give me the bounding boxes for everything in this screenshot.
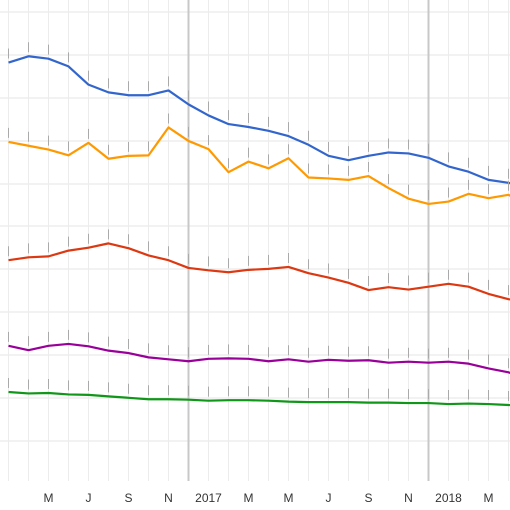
x-tick-label: 2017 (195, 491, 222, 505)
x-tick-label: M (484, 491, 494, 505)
series-line-4 (8, 342, 510, 375)
series-line-3 (8, 242, 510, 301)
x-tick-label: S (364, 491, 372, 505)
x-tick-label: J (326, 491, 332, 505)
x-tick-label: 2018 (435, 491, 462, 505)
x-tick-label: M (44, 491, 54, 505)
series-line-5 (8, 390, 510, 407)
x-tick-label: N (164, 491, 173, 505)
x-tick-label: N (404, 491, 413, 505)
grid (0, 0, 510, 481)
x-tick-label: J (86, 491, 92, 505)
x-axis: MJSN2017MMJSN2018MM (44, 491, 494, 505)
x-tick-label: M (284, 491, 294, 505)
series-layer (8, 42, 510, 407)
x-tick-label: M (244, 491, 254, 505)
x-tick-label: S (124, 491, 132, 505)
series-line-1 (8, 55, 510, 185)
series-line-2 (8, 126, 510, 206)
